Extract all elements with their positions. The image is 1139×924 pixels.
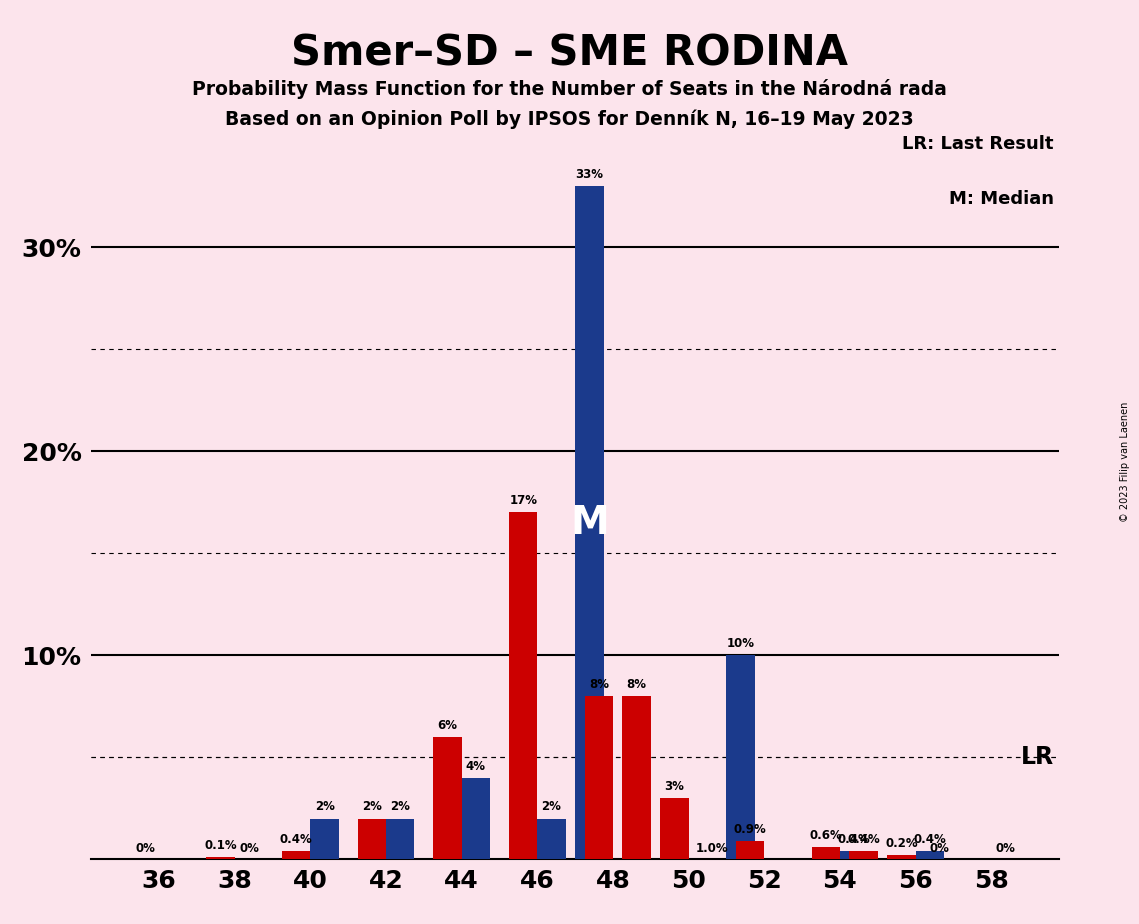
Text: 10%: 10% [727,638,755,650]
Text: 0%: 0% [136,843,155,856]
Text: 8%: 8% [626,678,647,691]
Bar [538,819,566,859]
Text: 3%: 3% [664,780,685,793]
Text: LR: Last Result: LR: Last Result [902,135,1054,153]
Text: Smer–SD – SME RODINA: Smer–SD – SME RODINA [290,32,849,74]
Text: 33%: 33% [575,168,604,181]
Text: 0.4%: 0.4% [913,833,947,846]
Text: 2%: 2% [362,800,382,813]
Bar [311,819,338,859]
Text: © 2023 Filip van Laenen: © 2023 Filip van Laenen [1121,402,1130,522]
Text: 0.4%: 0.4% [847,833,880,846]
Text: 1.0%: 1.0% [696,843,729,856]
Text: 0.1%: 0.1% [204,839,237,852]
Text: 6%: 6% [437,719,458,732]
Text: Probability Mass Function for the Number of Seats in the Národná rada: Probability Mass Function for the Number… [192,79,947,99]
Text: 0%: 0% [995,843,1015,856]
Text: 0.6%: 0.6% [810,829,842,842]
Text: 2%: 2% [391,800,410,813]
Text: M: M [570,504,608,541]
Text: 17%: 17% [509,494,538,507]
Text: Based on an Opinion Poll by IPSOS for Denník N, 16–19 May 2023: Based on an Opinion Poll by IPSOS for De… [226,109,913,128]
Bar [461,778,490,859]
Bar [358,819,386,859]
Bar [509,513,538,859]
Bar [850,851,878,859]
Text: 2%: 2% [542,800,562,813]
Bar [584,696,613,859]
Text: 2%: 2% [314,800,335,813]
Text: 0.9%: 0.9% [734,823,767,836]
Bar [386,819,415,859]
Bar [282,851,311,859]
Bar [206,857,235,859]
Bar [623,696,650,859]
Bar [736,841,764,859]
Bar [812,847,839,859]
Bar [433,737,461,859]
Bar [727,655,755,859]
Text: M: Median: M: Median [949,190,1054,208]
Text: 0.4%: 0.4% [280,833,313,846]
Text: 0.4%: 0.4% [837,833,870,846]
Text: 0%: 0% [239,843,259,856]
Text: 0.2%: 0.2% [885,837,918,850]
Bar [661,798,689,859]
Text: 0%: 0% [929,843,949,856]
Bar [887,856,916,859]
Text: 8%: 8% [589,678,609,691]
Bar [575,186,604,859]
Bar [839,851,868,859]
Text: LR: LR [1021,746,1054,770]
Bar [916,851,944,859]
Text: 4%: 4% [466,760,486,772]
